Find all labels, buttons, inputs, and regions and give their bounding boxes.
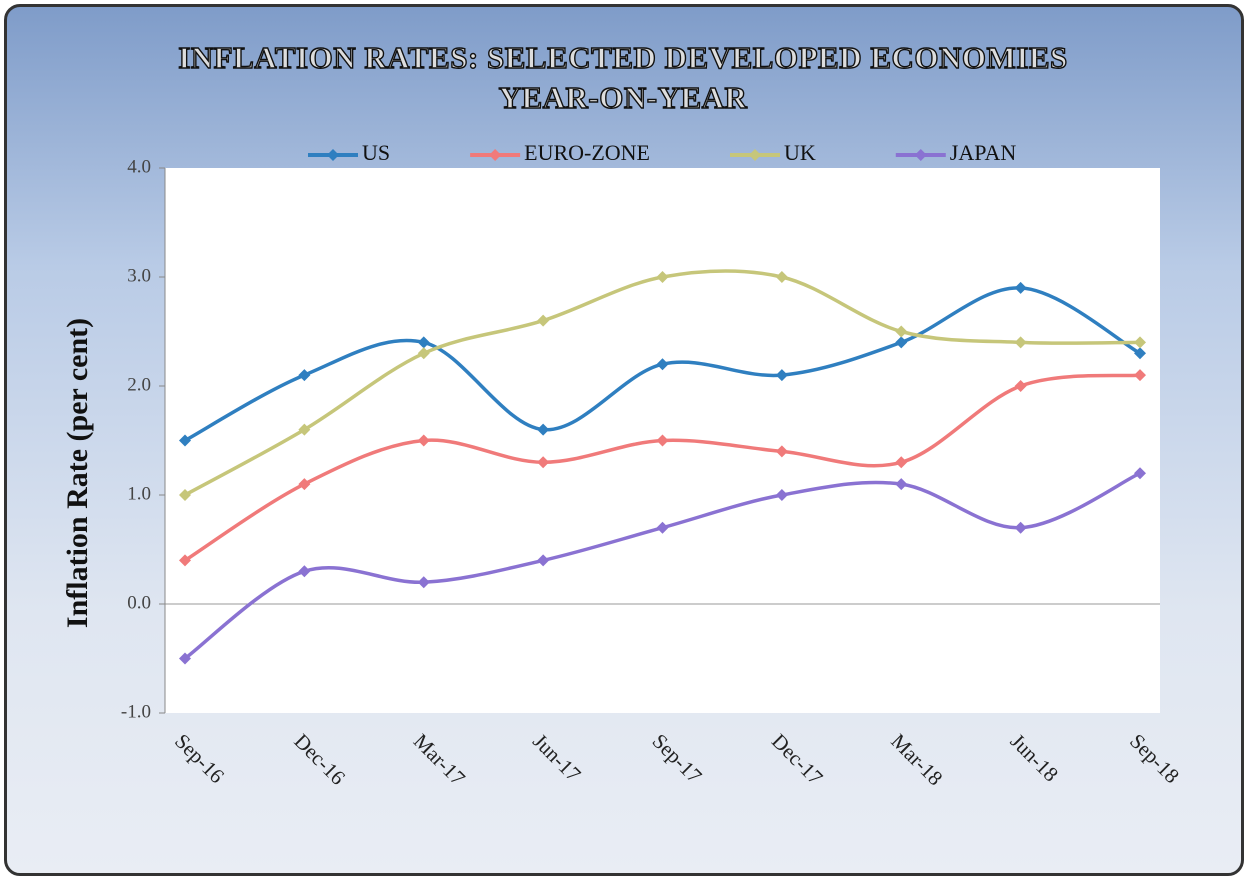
marker (895, 325, 908, 338)
marker (656, 434, 669, 447)
legend-label: US (362, 140, 390, 165)
marker (775, 489, 788, 501)
marker (537, 456, 550, 469)
marker (1014, 336, 1027, 349)
marker (1134, 467, 1146, 480)
y-tick-label: 3.0 (127, 265, 151, 286)
marker (179, 434, 191, 447)
marker (298, 478, 311, 491)
marker (1014, 521, 1027, 534)
x-tick-label: Sep-17 (648, 729, 707, 788)
marker (1014, 281, 1027, 294)
y-tick-label: 0.0 (127, 592, 151, 613)
marker (1134, 336, 1146, 349)
marker (775, 369, 788, 382)
y-tick-label: 1.0 (127, 483, 151, 504)
x-tick-label: Dec-16 (289, 729, 350, 790)
x-tick-label: Jun-17 (528, 729, 585, 786)
legend-label: UK (784, 140, 816, 165)
x-tick-label: Sep-16 (170, 729, 229, 788)
legend-marker (914, 149, 927, 161)
x-tick-label: Dec-17 (767, 729, 828, 790)
marker (895, 478, 908, 491)
x-tick-label: Mar-18 (886, 729, 947, 790)
legend-marker (749, 149, 761, 161)
marker (1134, 369, 1146, 382)
marker (656, 521, 669, 534)
legend-marker (489, 149, 502, 161)
marker (895, 456, 908, 469)
x-tick-label: Jun-18 (1006, 729, 1063, 786)
marker (417, 347, 430, 360)
marker (775, 445, 788, 458)
x-tick-label: Mar-17 (409, 729, 470, 790)
marker (656, 271, 669, 283)
marker (1134, 347, 1146, 360)
y-tick-label: -1.0 (121, 701, 151, 722)
marker (298, 369, 311, 382)
y-axis-label: Inflation Rate (per cent) (61, 318, 94, 628)
legend-label: EURO-ZONE (524, 140, 650, 165)
marker (179, 554, 191, 567)
chart-title: INFLATION RATES: SELECTED DEVELOPED ECON… (178, 39, 1068, 115)
marker (179, 489, 191, 501)
legend-label: JAPAN (950, 140, 1017, 165)
marker (537, 554, 550, 567)
marker (656, 358, 669, 371)
x-tick-label: Sep-18 (1125, 729, 1184, 788)
marker (417, 336, 430, 349)
marker (775, 271, 788, 283)
marker (537, 314, 550, 327)
marker (537, 423, 550, 436)
marker (1014, 380, 1027, 392)
marker (298, 423, 311, 436)
marker (298, 565, 311, 578)
y-tick-label: 2.0 (127, 374, 151, 395)
marker (417, 434, 430, 447)
marker (179, 652, 191, 665)
marker (895, 336, 908, 349)
y-tick-label: 4.0 (127, 156, 151, 177)
marker (417, 576, 430, 589)
legend-marker (327, 149, 339, 161)
